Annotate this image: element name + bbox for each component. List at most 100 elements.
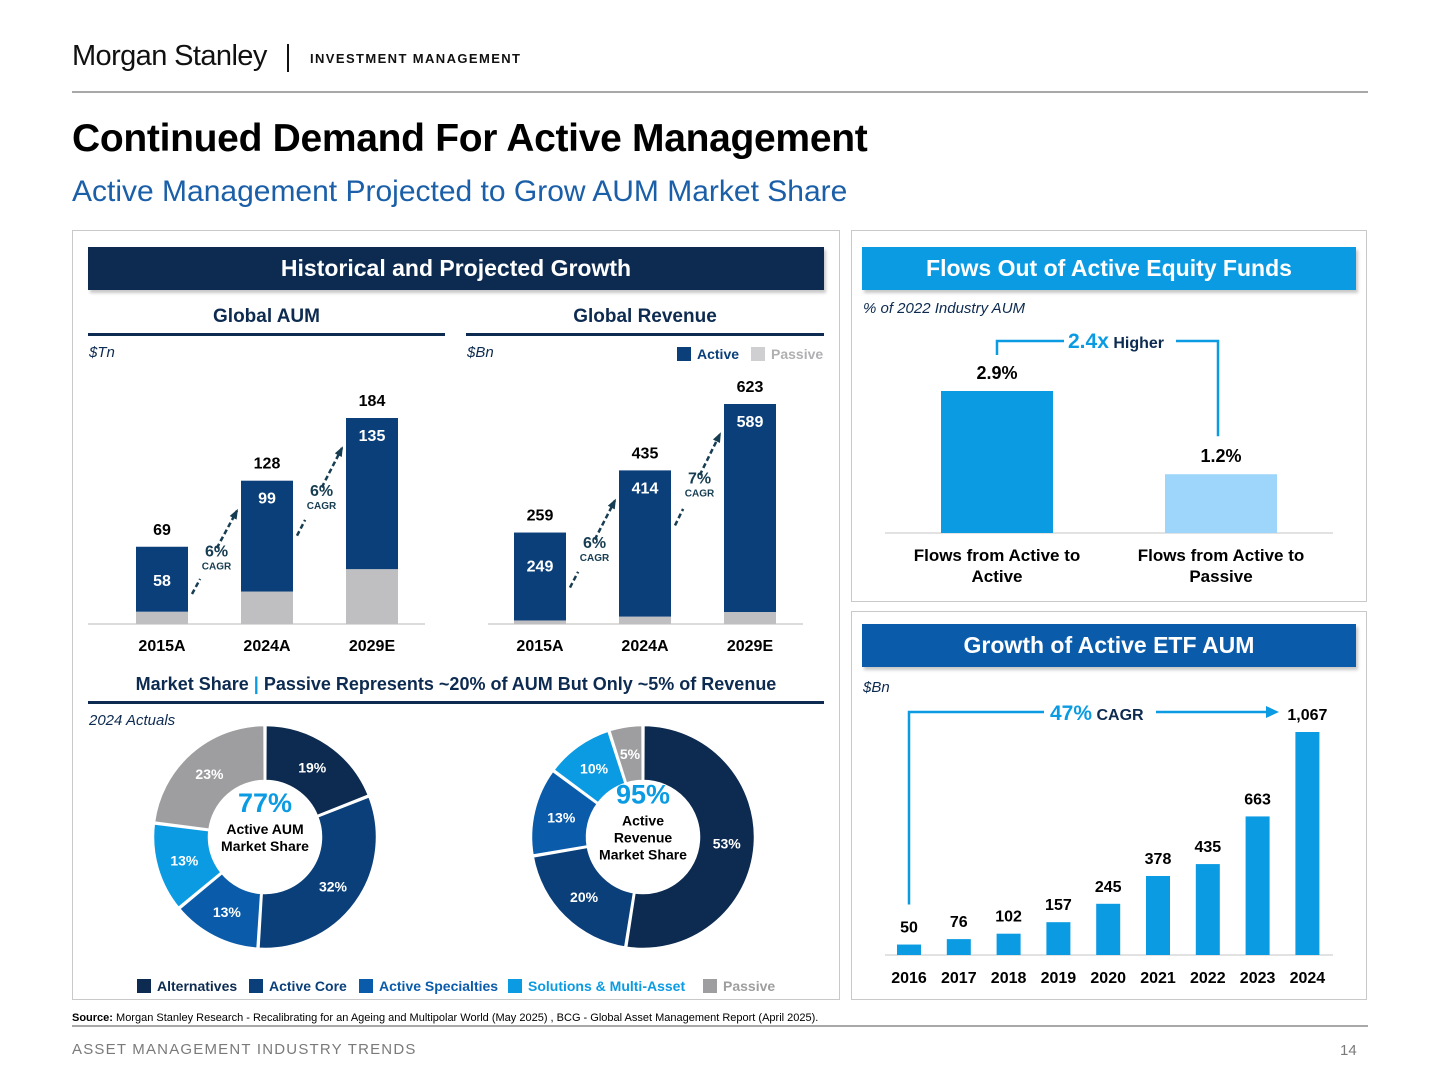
footer-section: ASSET MANAGEMENT INDUSTRY TRENDS [72,1041,417,1058]
cagr-text: CAGR [307,501,337,512]
etf-year-label: 2018 [991,970,1027,987]
bottom-rule [72,1025,1368,1027]
cagr-value: 6% [205,543,228,560]
etf-year-label: 2024 [1290,970,1326,987]
cagr-arrow-head [334,446,343,457]
center-text: Market Share [221,838,309,854]
etf-year-label: 2021 [1140,970,1176,987]
flows-chart: 2.9% Flows from Active to Active 1.2% Flows … [885,339,1333,586]
etf-unit: $Bn [863,679,890,696]
etf-year-label: 2016 [891,970,927,987]
cagr-arrow-head [712,432,721,443]
pie-legend-active-core-label: Active Core [269,978,347,994]
growth-band: Historical and Projected Growth [88,247,824,290]
flows-bar [1165,474,1277,533]
global-revenue-chart: 2592492015A4354142024A6235892029E6%CAGR7… [488,379,803,655]
bar-active-2015A [136,546,188,612]
legend-passive-label: Passive [771,346,824,362]
etf-bar [996,933,1021,955]
etf-value-label: 76 [950,914,968,931]
etf-value-label: 435 [1194,839,1221,856]
brand-divider [287,44,289,72]
pie-legend-active-specialties-swatch [359,979,373,993]
legend-active-label: Active [697,346,740,362]
bar-active-2024A [619,470,671,617]
active-value-label: 414 [632,480,659,497]
pie-legend-alternatives-label: Alternatives [157,978,238,994]
flows-category-label: Passive [1189,567,1252,586]
etf-bar [1245,816,1270,955]
flows-panel [851,230,1367,602]
etf-value-label: 50 [900,920,918,937]
cagr-arrow-tail [295,519,307,537]
source-note: Source: Morgan Stanley Research - Recali… [72,1012,818,1024]
etf-bar [1096,903,1121,955]
revenue-title: Global Revenue [573,306,717,327]
bracket-right [1176,339,1220,437]
flows-category-label: Active [971,567,1022,586]
etf-chart: 50 2016 76 2017 102 2018 157 2019 245 2020 378 2021… [885,706,1333,987]
page-title: Continued Demand For Active Management [72,117,868,160]
bar-active-2029E [346,418,398,570]
etf-bar [1146,875,1170,955]
pie-legend-passive: Passive [703,978,775,994]
total-label: 435 [632,445,659,462]
slice-active-core [257,794,379,951]
pie-legend-solutions-swatch [508,979,522,993]
slice-label: 5% [620,746,641,762]
cagr-arrow-tail [190,578,202,595]
cagr-arrow-head [1266,706,1279,718]
slice-label: 53% [713,836,742,852]
higher-text: Higher [1113,335,1164,352]
etf-cagr-callout: 47% CAGR [1050,702,1144,726]
center-text: Active [622,813,664,829]
higher-value: 2.4x [1068,330,1109,353]
bar-passive-2015A [136,611,188,624]
active-value-label: 249 [527,559,554,576]
etf-year-label: 2019 [1041,970,1077,987]
page-subtitle: Active Management Projected to Grow AUM … [72,175,848,208]
pie-legend-alternatives: Alternatives [137,978,237,994]
flows-category-label: Flows from Active to [1138,546,1305,565]
category-label: 2015A [138,638,186,655]
category-label: 2029E [727,638,774,655]
category-label: 2024A [243,638,291,655]
global-aum-chart: 69582015A128992024A1841352029E6%CAGR6%CA… [88,393,425,655]
bar-active-2024A [241,480,293,592]
revenue-title-rule [466,333,824,336]
cagr-arrow-tail [673,508,685,526]
pie-legend-active-specialties: Active Specialties [359,978,498,994]
etf-value-label: 1,067 [1287,707,1327,724]
aum-title: Global AUM [213,306,320,327]
center-text: Market Share [599,847,687,863]
pie-legend-passive-label: Passive [723,978,776,994]
cagr-line-left [907,710,1044,905]
bar-passive-2029E [346,569,398,624]
aum-revenue-charts: 69582015A128992024A1841352029E6%CAGR6%CA… [88,379,803,655]
slice-label: 32% [319,878,348,894]
brand-subtitle: INVESTMENT MANAGEMENT [310,51,522,66]
page-number: 14 [1340,1042,1357,1059]
slice-passive [607,723,645,786]
top-rule [72,91,1368,93]
revenue-unit: $Bn [467,344,494,361]
cagr-value: 6% [310,483,333,500]
active-value-label: 135 [359,428,386,445]
flows-value-label: 1.2% [1200,446,1241,466]
etf-value-label: 663 [1244,791,1271,808]
etf-value-label: 378 [1145,851,1172,868]
etf-value-label: 245 [1095,879,1122,896]
market-share-title-rest: Passive Represents ~20% of AUM But Only … [263,674,777,694]
center-value: 77% [238,788,292,818]
etf-value-label: 102 [995,909,1022,926]
center-text: Active AUM [226,821,303,837]
source-label: Source: [72,1012,113,1024]
category-label: 2029E [349,638,396,655]
total-label: 184 [359,393,386,410]
slice-label: 19% [298,760,327,776]
etf-value-label: 157 [1045,897,1072,914]
bar-passive-2024A [241,591,293,624]
aum-title-rule [88,333,445,336]
active-value-label: 589 [737,414,764,431]
